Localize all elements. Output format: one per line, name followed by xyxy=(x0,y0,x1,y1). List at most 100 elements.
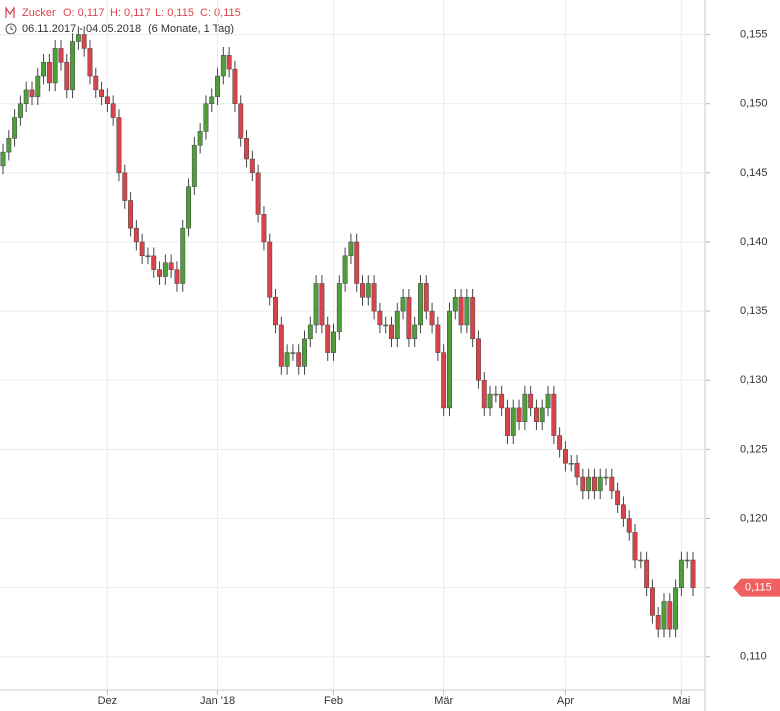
candle-body xyxy=(412,324,418,340)
candle-body xyxy=(418,283,423,326)
candle-body xyxy=(226,55,232,70)
candle-body xyxy=(597,476,603,492)
candle-body xyxy=(325,324,331,353)
candle-body xyxy=(157,269,163,277)
candle-body xyxy=(174,269,180,284)
y-tick-label: 0,145 xyxy=(740,167,768,179)
candle-body xyxy=(64,61,70,91)
candle-body xyxy=(632,532,638,561)
candle-body xyxy=(365,283,371,298)
candle-body xyxy=(522,393,528,422)
candle-body xyxy=(638,559,644,562)
candle-body xyxy=(580,476,586,492)
candle-body xyxy=(684,559,690,562)
candle-body xyxy=(447,310,452,409)
candle-body xyxy=(145,255,151,258)
candle-body xyxy=(615,490,621,505)
candle-body xyxy=(458,297,464,326)
candle-body xyxy=(533,407,539,422)
candle-body xyxy=(452,297,458,312)
candle-body xyxy=(383,324,389,327)
candle-body xyxy=(603,476,609,479)
candle-body xyxy=(464,297,470,326)
candle-body xyxy=(620,504,626,519)
date-range: 06.11.2017 - 04.05.2018 xyxy=(22,23,141,35)
candle-body xyxy=(331,331,336,353)
candle-body xyxy=(35,75,41,98)
x-tick-label: Feb xyxy=(324,695,343,707)
candle-body xyxy=(191,144,197,187)
candle-body xyxy=(609,476,615,492)
candle-body xyxy=(284,352,290,367)
candles xyxy=(0,26,696,638)
candle-body xyxy=(186,186,191,229)
period: (6 Monate, 1 Tag) xyxy=(148,23,234,35)
candle-body xyxy=(406,297,412,340)
candle-body xyxy=(203,103,209,132)
candle-body xyxy=(133,227,139,243)
candle-body xyxy=(667,601,673,630)
candle-body xyxy=(505,407,510,436)
candle-body xyxy=(678,559,684,588)
candle-body xyxy=(296,352,302,367)
candle-body xyxy=(429,310,435,326)
candle-body xyxy=(197,131,203,146)
y-tick-label: 0,150 xyxy=(740,98,768,110)
candle-body xyxy=(70,41,76,91)
y-tick-label: 0,120 xyxy=(740,512,768,524)
candle-body xyxy=(52,48,58,84)
candle-body xyxy=(41,61,47,77)
candle-body xyxy=(87,48,93,77)
candle-body xyxy=(551,393,557,436)
candle-body xyxy=(313,283,319,326)
candle-body xyxy=(487,393,493,409)
candle-body xyxy=(557,435,563,450)
candle-body xyxy=(586,476,592,492)
candle-body xyxy=(626,518,632,533)
candle-body xyxy=(0,151,6,167)
candle-body xyxy=(545,393,551,409)
open-label: O: 0,117 xyxy=(63,7,104,19)
candle-body xyxy=(209,96,215,104)
candle-body xyxy=(23,89,29,104)
candle-body xyxy=(389,324,394,340)
candle-body xyxy=(168,262,174,270)
candle-body xyxy=(244,138,249,160)
candle-body xyxy=(58,48,64,63)
last-price-label: 0,115 xyxy=(745,582,772,594)
candle-body xyxy=(267,241,273,298)
candle-body xyxy=(510,407,516,436)
close-label: C: 0,115 xyxy=(200,7,241,19)
candle-body xyxy=(75,34,81,42)
x-tick-label: Apr xyxy=(557,695,574,707)
candle-body xyxy=(238,103,244,139)
candle-body xyxy=(319,283,325,326)
candle-body xyxy=(400,297,406,312)
candle-body xyxy=(99,89,105,98)
candle-body xyxy=(180,227,186,284)
candle-body xyxy=(17,103,23,118)
candle-body xyxy=(6,138,12,153)
candle-body xyxy=(29,89,35,98)
x-tick-label: Mär xyxy=(434,695,453,707)
high-label: H: 0,117 xyxy=(110,7,151,19)
candle-body xyxy=(493,393,499,396)
candle-body xyxy=(562,449,568,464)
candle-body xyxy=(139,241,145,257)
candle-body xyxy=(342,255,348,284)
candle-body xyxy=(371,283,377,312)
candle-body xyxy=(93,75,99,91)
x-tick-label: Dez xyxy=(98,695,118,707)
candle-body xyxy=(162,262,168,277)
candle-body xyxy=(81,34,87,49)
candle-body xyxy=(302,338,307,367)
symbol: Zucker xyxy=(22,7,56,19)
candle-body xyxy=(232,68,238,104)
candle-body xyxy=(215,75,220,98)
y-tick-label: 0,125 xyxy=(740,443,768,455)
candle-body xyxy=(394,310,400,340)
candle-body xyxy=(435,324,441,353)
candle-body xyxy=(249,158,255,174)
candle-body xyxy=(46,61,52,84)
